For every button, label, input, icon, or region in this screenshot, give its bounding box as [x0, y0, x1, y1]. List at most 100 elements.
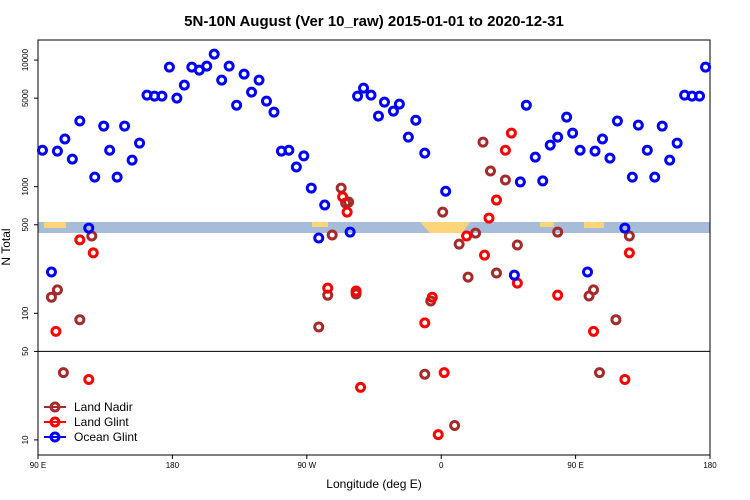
- point: [387, 105, 399, 117]
- x-tick-label: 180: [166, 461, 180, 470]
- point: [119, 120, 131, 132]
- point: [355, 381, 367, 393]
- point: [156, 90, 168, 102]
- point: [350, 285, 362, 297]
- point: [268, 106, 280, 118]
- point: [623, 230, 635, 242]
- point: [83, 373, 95, 385]
- point: [238, 68, 250, 80]
- point: [632, 119, 644, 131]
- point: [574, 144, 586, 156]
- point: [74, 115, 86, 127]
- legend-label: Ocean Glint: [74, 430, 138, 444]
- x-tick-label: 180: [703, 461, 717, 470]
- point: [514, 176, 526, 188]
- point: [45, 266, 57, 278]
- point: [74, 234, 86, 246]
- point: [66, 153, 78, 165]
- point: [378, 96, 390, 108]
- y-tick-label: 50: [21, 346, 30, 355]
- point: [402, 131, 414, 143]
- point: [419, 368, 431, 380]
- point: [623, 247, 635, 259]
- point: [178, 79, 190, 91]
- point: [352, 90, 364, 102]
- chart-title: 5N-10N August (Ver 10_raw) 2015-01-01 to…: [184, 13, 564, 30]
- point: [326, 229, 338, 241]
- point: [246, 86, 258, 98]
- y-tick-label: 100: [21, 306, 30, 320]
- x-tick-label: 0: [439, 461, 444, 470]
- x-tick-label: 90 W: [297, 461, 316, 470]
- point: [344, 226, 356, 238]
- point: [477, 136, 489, 148]
- land-patch: [312, 222, 328, 227]
- point: [163, 61, 175, 73]
- point: [104, 144, 116, 156]
- point: [171, 92, 183, 104]
- point: [410, 114, 422, 126]
- y-tick-label: 500: [21, 218, 30, 232]
- point: [664, 154, 676, 166]
- point: [216, 74, 228, 86]
- y-tick-label: 10000: [21, 48, 30, 71]
- legend-marker: [49, 416, 61, 428]
- point: [552, 226, 564, 238]
- point: [322, 282, 334, 294]
- point: [298, 150, 310, 162]
- y-tick-label: 10: [21, 435, 30, 444]
- point: [484, 165, 496, 177]
- point: [671, 137, 683, 149]
- point: [437, 206, 449, 218]
- point: [87, 247, 99, 259]
- x-tick-label: 90 E: [30, 461, 46, 470]
- point: [499, 174, 511, 186]
- point: [419, 147, 431, 159]
- point: [604, 152, 616, 164]
- point: [588, 284, 600, 296]
- land-patch: [420, 222, 470, 233]
- point: [483, 212, 495, 224]
- point: [89, 171, 101, 183]
- legend-label: Land Nadir: [74, 400, 133, 414]
- point: [529, 151, 541, 163]
- x-axis-label: Longitude (deg E): [326, 477, 421, 491]
- point: [393, 98, 405, 110]
- point: [208, 48, 220, 60]
- point: [561, 111, 573, 123]
- point: [567, 127, 579, 139]
- point: [438, 367, 450, 379]
- point: [83, 222, 95, 234]
- point: [260, 95, 272, 107]
- land-patch: [540, 222, 554, 227]
- land-patch: [584, 222, 604, 228]
- point: [45, 291, 57, 303]
- legend-marker: [49, 431, 61, 443]
- point: [593, 367, 605, 379]
- point: [50, 325, 62, 337]
- point: [694, 90, 706, 102]
- point: [231, 99, 243, 111]
- point: [641, 144, 653, 156]
- ocean-band: [38, 222, 710, 233]
- point: [111, 171, 123, 183]
- point: [365, 89, 377, 101]
- point: [372, 110, 384, 122]
- point: [588, 325, 600, 337]
- point: [51, 284, 63, 296]
- point: [253, 74, 265, 86]
- point: [201, 60, 213, 72]
- point: [283, 144, 295, 156]
- y-tick-label: 5000: [21, 89, 30, 107]
- point: [611, 115, 623, 127]
- point: [98, 120, 110, 132]
- point: [552, 131, 564, 143]
- point: [490, 194, 502, 206]
- legend-marker: [49, 401, 61, 413]
- point: [223, 60, 235, 72]
- point: [419, 317, 431, 329]
- point: [126, 154, 138, 166]
- point: [479, 249, 491, 261]
- point: [619, 373, 631, 385]
